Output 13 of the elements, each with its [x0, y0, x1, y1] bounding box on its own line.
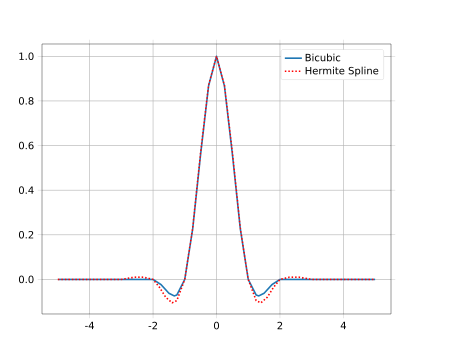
y-tick-label: 0.8 [18, 97, 34, 105]
y-tick-label: 0.2 [18, 230, 34, 239]
y-tick-label: 0.6 [18, 142, 34, 150]
legend-label: Bicubic [306, 54, 340, 62]
x-tick-label: -4 [85, 322, 94, 330]
legend-label: Hermite Spline [306, 66, 378, 76]
x-tick-label: 4 [340, 322, 346, 330]
x-tick-label: 2 [278, 322, 282, 330]
y-tick-label: 1.0 [19, 52, 34, 60]
y-tick-label: 0.0 [18, 276, 34, 284]
x-tick-label: 0 [214, 322, 220, 330]
x-tick-label: -2 [148, 322, 158, 330]
y-tick-label: 0.4 [18, 186, 34, 194]
